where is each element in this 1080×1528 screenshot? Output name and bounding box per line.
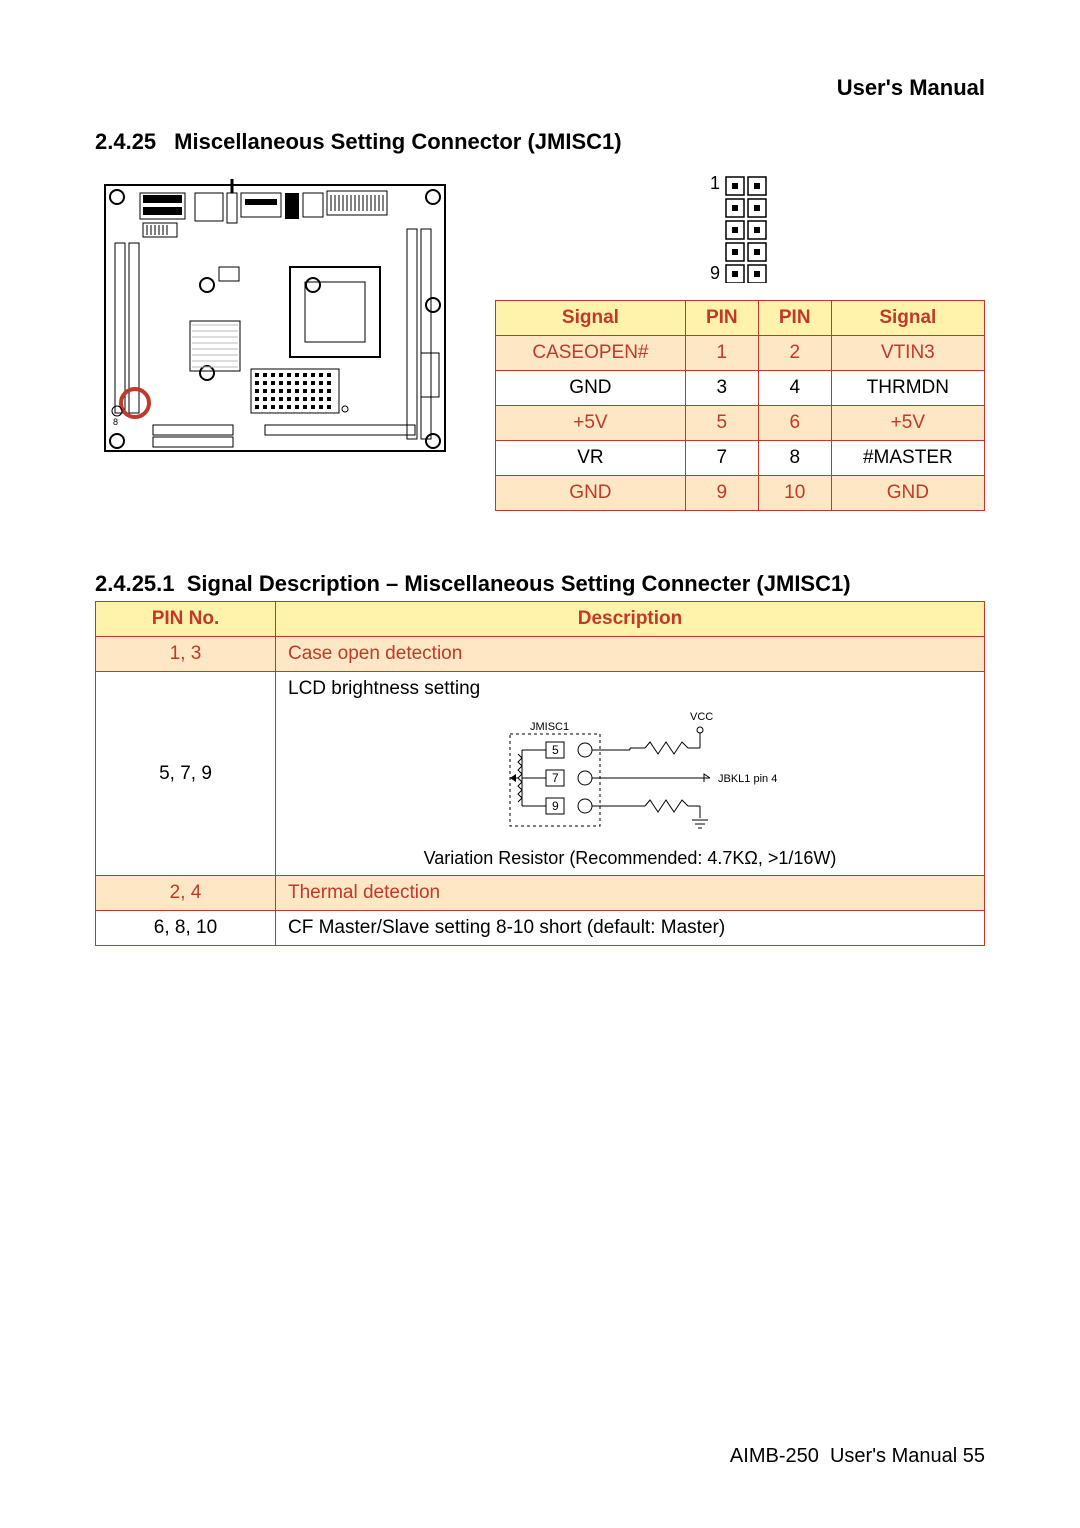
desc-description: Thermal detection (276, 876, 985, 911)
pin-table-cell: 2 (758, 336, 831, 371)
pin-table-cell: 9 (685, 476, 758, 511)
svg-text:5: 5 (552, 743, 559, 757)
svg-text:JMISC1: JMISC1 (530, 721, 569, 733)
motherboard-diagram: 8 (95, 173, 455, 463)
desc-pinno: 5, 7, 9 (96, 672, 276, 876)
pin-table-cell: +5V (496, 406, 686, 441)
pin-table-header: Signal (496, 301, 686, 336)
pin-table-cell: 7 (685, 441, 758, 476)
desc-table-header: Description (276, 602, 985, 637)
pin-table: Signal PIN PIN Signal CASEOPEN#12VTIN3 GN… (495, 300, 985, 511)
pin-table-header: Signal (831, 301, 984, 336)
desc-table-header: PIN No. (96, 602, 276, 637)
pin-table-cell: GND (496, 476, 686, 511)
pin-1-label: 1 (710, 173, 720, 193)
svg-text:VCC: VCC (690, 711, 713, 723)
pin-table-cell: VR (496, 441, 686, 476)
circuit-diagram: VCC JMISC1 5 7 9 (430, 708, 830, 838)
footer-page: 55 (963, 1445, 985, 1467)
page-header: User's Manual (95, 75, 985, 101)
svg-text:9: 9 (552, 799, 559, 813)
pin-block: 1 9 (495, 173, 985, 511)
page-footer: AIMB-250 User's Manual 55 (730, 1445, 985, 1468)
pin-table-cell: 5 (685, 406, 758, 441)
lcd-note: Variation Resistor (Recommended: 4.7KΩ, … (288, 848, 972, 869)
pin-table-cell: 4 (758, 371, 831, 406)
pin-table-cell: 8 (758, 441, 831, 476)
pin-table-cell: CASEOPEN# (496, 336, 686, 371)
pin-table-header: PIN (685, 301, 758, 336)
lcd-top-text: LCD brightness setting (288, 678, 972, 700)
pin-table-cell: VTIN3 (831, 336, 984, 371)
desc-pinno: 2, 4 (96, 876, 276, 911)
pin-table-cell: GND (496, 371, 686, 406)
svg-text:7: 7 (552, 771, 559, 785)
pin-table-cell: 1 (685, 336, 758, 371)
pin-table-cell: 3 (685, 371, 758, 406)
desc-pinno: 6, 8, 10 (96, 911, 276, 946)
page: User's Manual 2.4.25 Miscellaneous Settin… (0, 0, 1080, 986)
description-table: PIN No. Description 1, 3Case open detect… (95, 601, 985, 946)
subsection-number: 2.4.25.1 (95, 571, 175, 596)
pin-table-cell: +5V (831, 406, 984, 441)
section-title: Miscellaneous Setting Connector (JMISC1) (174, 129, 621, 154)
svg-text:JBKL1 pin 4: JBKL1 pin 4 (718, 773, 777, 785)
top-row: 8 1 9 (95, 173, 985, 511)
desc-description: LCD brightness setting VCC JMISC1 5 7 (276, 672, 985, 876)
pin-table-cell: 10 (758, 476, 831, 511)
svg-text:8: 8 (113, 417, 118, 427)
footer-product: AIMB-250 (730, 1445, 819, 1467)
pin-table-cell: #MASTER (831, 441, 984, 476)
desc-description: Case open detection (276, 637, 985, 672)
subsection-title: Signal Description – Miscellaneous Setti… (187, 571, 851, 596)
desc-description: CF Master/Slave setting 8-10 short (defa… (276, 911, 985, 946)
desc-pinno: 1, 3 (96, 637, 276, 672)
footer-text: User's Manual (830, 1445, 957, 1467)
pin-header-diagram: 1 9 (680, 173, 800, 288)
section-number: 2.4.25 (95, 129, 156, 155)
pin-9-label: 9 (710, 263, 720, 283)
subsection-heading: 2.4.25.1 Signal Description – Miscellane… (95, 571, 985, 597)
pin-table-cell: THRMDN (831, 371, 984, 406)
pin-table-cell: GND (831, 476, 984, 511)
pin-table-header: PIN (758, 301, 831, 336)
pin-table-cell: 6 (758, 406, 831, 441)
section-heading: 2.4.25 Miscellaneous Setting Connector (J… (95, 129, 985, 155)
